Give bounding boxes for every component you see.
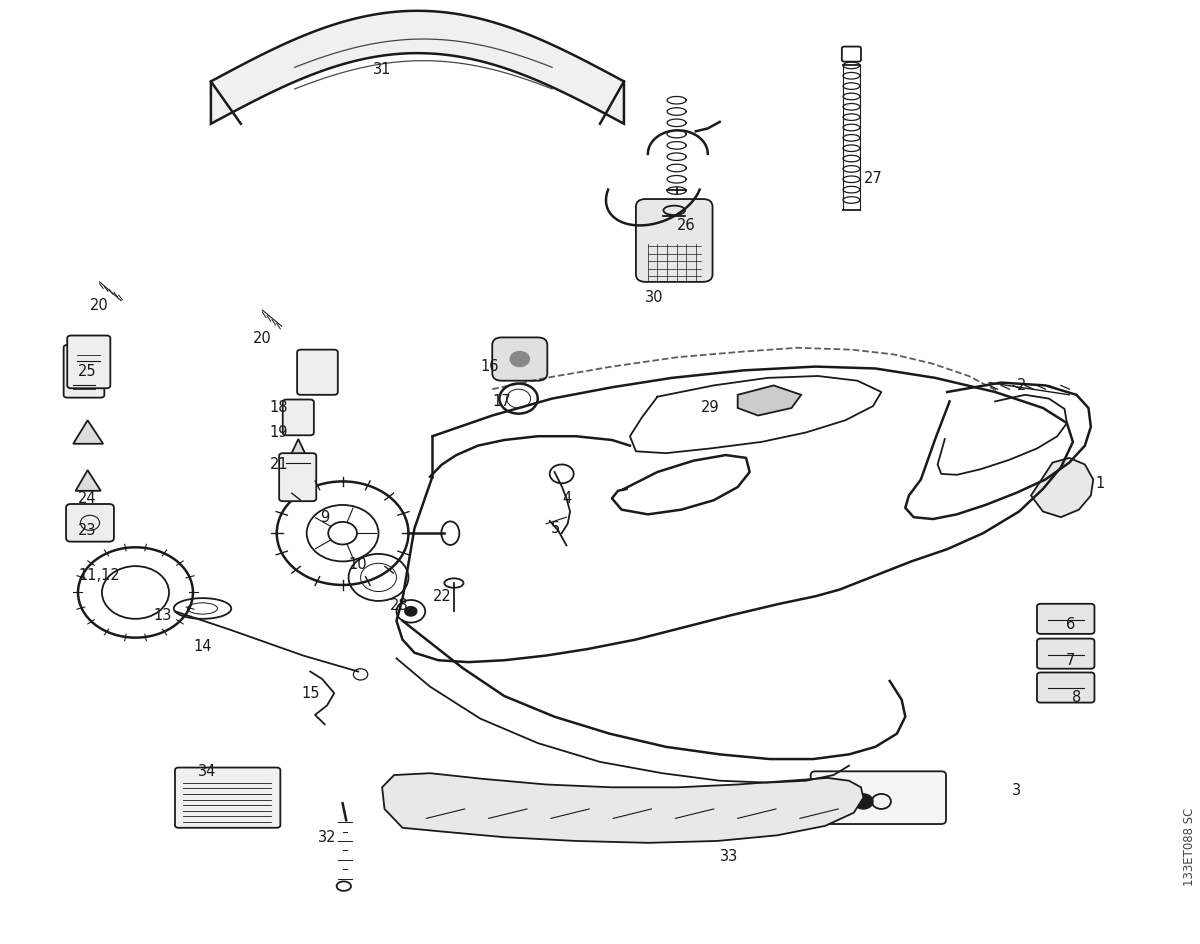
Polygon shape xyxy=(738,385,802,415)
Text: 19: 19 xyxy=(270,425,288,440)
Text: 22: 22 xyxy=(432,589,451,604)
Text: 2: 2 xyxy=(1016,378,1026,393)
FancyBboxPatch shape xyxy=(64,345,104,397)
Text: 1: 1 xyxy=(1096,476,1105,491)
Text: 14: 14 xyxy=(193,639,211,653)
Text: 10: 10 xyxy=(349,557,367,572)
Text: 33: 33 xyxy=(720,849,738,864)
FancyBboxPatch shape xyxy=(283,399,314,435)
Polygon shape xyxy=(76,470,101,491)
FancyBboxPatch shape xyxy=(1037,638,1094,668)
Text: 34: 34 xyxy=(198,764,216,779)
FancyBboxPatch shape xyxy=(298,349,338,395)
Text: 31: 31 xyxy=(373,61,391,76)
FancyBboxPatch shape xyxy=(67,335,110,388)
Text: 30: 30 xyxy=(644,291,664,305)
Text: 32: 32 xyxy=(318,830,336,845)
Text: 11,12: 11,12 xyxy=(79,568,120,583)
Polygon shape xyxy=(287,439,311,464)
Text: 8: 8 xyxy=(1072,690,1081,705)
FancyBboxPatch shape xyxy=(1037,672,1094,702)
Text: 15: 15 xyxy=(301,685,319,700)
Text: 27: 27 xyxy=(864,171,882,186)
Text: 28: 28 xyxy=(390,598,408,614)
Text: 25: 25 xyxy=(78,363,97,379)
Circle shape xyxy=(510,351,529,366)
Text: 20: 20 xyxy=(90,298,109,312)
Text: 133ET088 SC: 133ET088 SC xyxy=(1182,808,1195,886)
Text: 18: 18 xyxy=(270,400,288,415)
FancyBboxPatch shape xyxy=(636,199,713,282)
Text: 24: 24 xyxy=(78,491,97,506)
Text: 4: 4 xyxy=(562,491,571,506)
Polygon shape xyxy=(382,773,863,843)
Polygon shape xyxy=(73,420,103,444)
Text: 16: 16 xyxy=(481,359,499,374)
Text: 21: 21 xyxy=(270,457,288,472)
Text: 23: 23 xyxy=(78,523,97,538)
Polygon shape xyxy=(211,10,624,124)
FancyBboxPatch shape xyxy=(1037,604,1094,633)
Text: 6: 6 xyxy=(1066,617,1075,632)
Text: 13: 13 xyxy=(154,608,173,622)
Text: 3: 3 xyxy=(1012,783,1021,798)
Text: 7: 7 xyxy=(1066,652,1075,667)
Circle shape xyxy=(854,794,872,809)
Polygon shape xyxy=(1031,458,1093,517)
Circle shape xyxy=(404,607,416,616)
FancyBboxPatch shape xyxy=(175,767,281,828)
FancyBboxPatch shape xyxy=(492,337,547,380)
FancyBboxPatch shape xyxy=(842,46,860,61)
FancyBboxPatch shape xyxy=(811,771,946,824)
Text: 26: 26 xyxy=(677,218,696,233)
FancyBboxPatch shape xyxy=(66,504,114,542)
Text: 9: 9 xyxy=(320,510,329,525)
Text: 20: 20 xyxy=(253,330,271,346)
Text: 17: 17 xyxy=(492,394,511,409)
FancyBboxPatch shape xyxy=(280,453,317,501)
Text: 29: 29 xyxy=(701,400,720,415)
Text: 5: 5 xyxy=(551,521,560,536)
